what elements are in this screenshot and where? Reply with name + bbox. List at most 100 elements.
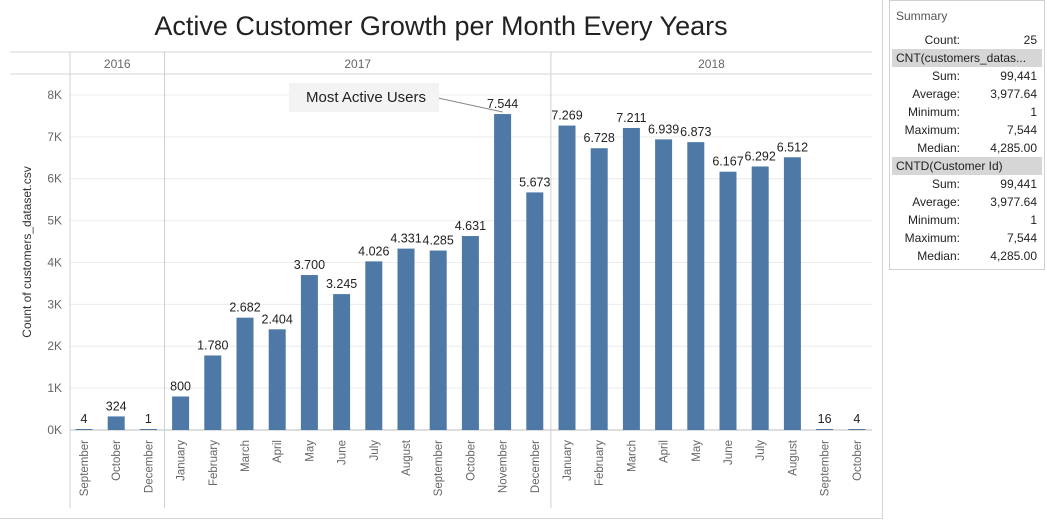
bar <box>558 125 576 430</box>
y-tick-label: 8K <box>47 88 62 102</box>
summary-row-label: Maximum: <box>904 231 960 245</box>
x-tick-label: December <box>530 440 542 493</box>
summary-row-label: Minimum: <box>907 105 960 119</box>
x-tick-label: March <box>626 440 638 472</box>
annotation-leader <box>437 97 503 113</box>
annotation-box <box>289 83 439 112</box>
data-label: 5.673 <box>519 175 550 189</box>
bar <box>751 166 769 430</box>
data-label: 800 <box>170 379 191 393</box>
summary-row: Minimum: 1 <box>890 103 1044 121</box>
x-tick-label: December <box>143 440 155 493</box>
bar <box>719 171 737 430</box>
x-tick-label: August <box>401 439 413 476</box>
year-header: 2016 <box>104 57 131 71</box>
data-label: 4 <box>81 412 88 426</box>
data-label: 4.631 <box>455 219 486 233</box>
summary-row-value: 1 <box>1030 213 1037 227</box>
x-tick-label: October <box>465 440 477 481</box>
summary-row-label: Average: <box>912 87 960 101</box>
summary-row-value: 1 <box>1030 105 1037 119</box>
y-tick-label: 4K <box>47 255 62 269</box>
summary-row: Minimum: 1 <box>890 211 1044 229</box>
summary-section-header: CNT(customers_datas... <box>892 49 1042 67</box>
data-label: 7.269 <box>551 109 582 123</box>
x-tick-label: June <box>723 440 735 465</box>
y-tick-label: 2K <box>47 339 62 353</box>
x-tick-label: October <box>111 440 123 481</box>
summary-row-label: Sum: <box>931 69 960 83</box>
bar <box>75 429 93 430</box>
y-tick-label: 0K <box>47 423 62 437</box>
data-label: 6.292 <box>745 149 776 163</box>
summary-row: Maximum: 7,544 <box>890 121 1044 139</box>
summary-row: Average: 3,977.64 <box>890 193 1044 211</box>
y-tick-label: 5K <box>47 214 62 228</box>
bar <box>461 236 479 430</box>
data-label: 4 <box>853 412 860 426</box>
bar <box>590 148 608 431</box>
summary-row-value: 7,544 <box>1006 123 1037 137</box>
summary-row: Average: 3,977.64 <box>890 85 1044 103</box>
bar <box>848 429 866 430</box>
year-header: 2017 <box>344 57 371 71</box>
bar <box>429 250 447 430</box>
data-label: 2.682 <box>229 301 260 315</box>
summary-row: Median: 4,285.00 <box>890 247 1044 265</box>
y-tick-label: 6K <box>47 172 62 186</box>
x-tick-label: May <box>304 440 316 462</box>
bar <box>494 114 512 431</box>
data-label: 1 <box>145 412 152 426</box>
data-label: 2.404 <box>262 312 293 326</box>
bar <box>107 416 125 430</box>
x-tick-label: February <box>208 440 220 486</box>
x-tick-label: July <box>369 440 381 461</box>
x-tick-label: April <box>272 440 284 463</box>
data-label: 1.780 <box>197 338 228 352</box>
summary-row: Maximum: 7,544 <box>890 229 1044 247</box>
summary-row-value: 99,441 <box>1000 69 1037 83</box>
y-tick-label: 1K <box>47 381 62 395</box>
data-label: 6.939 <box>648 122 679 136</box>
bar-chart: Active Customer Growth per Month Every Y… <box>10 11 872 508</box>
bar <box>655 139 673 430</box>
x-tick-label: April <box>659 440 671 463</box>
summary-title: Summary <box>896 9 948 23</box>
summary-count-row: Count: 25 <box>890 31 1044 49</box>
bar <box>172 396 190 430</box>
x-tick-label: February <box>594 440 606 486</box>
summary-count-label: Count: <box>924 33 960 47</box>
x-tick-label: September <box>820 440 832 496</box>
summary-row-label: Median: <box>917 249 960 263</box>
data-label: 6.873 <box>680 125 711 139</box>
summary-row: Sum: 99,441 <box>890 67 1044 85</box>
bar <box>139 429 157 430</box>
summary-section-header: CNTD(Customer Id) <box>892 157 1042 175</box>
x-tick-label: January <box>562 440 574 481</box>
x-tick-label: July <box>755 440 767 461</box>
summary-row-label: Minimum: <box>907 213 960 227</box>
y-tick-label: 3K <box>47 297 62 311</box>
summary-row: Sum: 99,441 <box>890 175 1044 193</box>
y-axis-label: Count of customers_dataset.csv <box>20 166 34 337</box>
bar <box>816 429 834 430</box>
year-header: 2018 <box>698 57 725 71</box>
x-tick-label: May <box>691 440 703 462</box>
data-label: 7.544 <box>487 97 518 111</box>
x-tick-label: November <box>498 440 510 493</box>
bar <box>300 275 318 430</box>
summary-row-value: 99,441 <box>1000 177 1037 191</box>
data-label: 324 <box>106 399 127 413</box>
data-label: 4.331 <box>390 232 421 246</box>
summary-row-label: Average: <box>912 195 960 209</box>
summary-row: Median: 4,285.00 <box>890 139 1044 157</box>
x-tick-label: August <box>787 439 799 476</box>
data-label: 7.211 <box>616 111 646 125</box>
bar <box>397 248 415 430</box>
summary-count-value: 25 <box>1023 33 1037 47</box>
bar <box>687 142 705 431</box>
summary-row-label: Sum: <box>931 177 960 191</box>
data-label: 16 <box>818 412 832 426</box>
bar <box>622 127 640 430</box>
chart-frame: Active Customer Growth per Month Every Y… <box>0 0 883 519</box>
